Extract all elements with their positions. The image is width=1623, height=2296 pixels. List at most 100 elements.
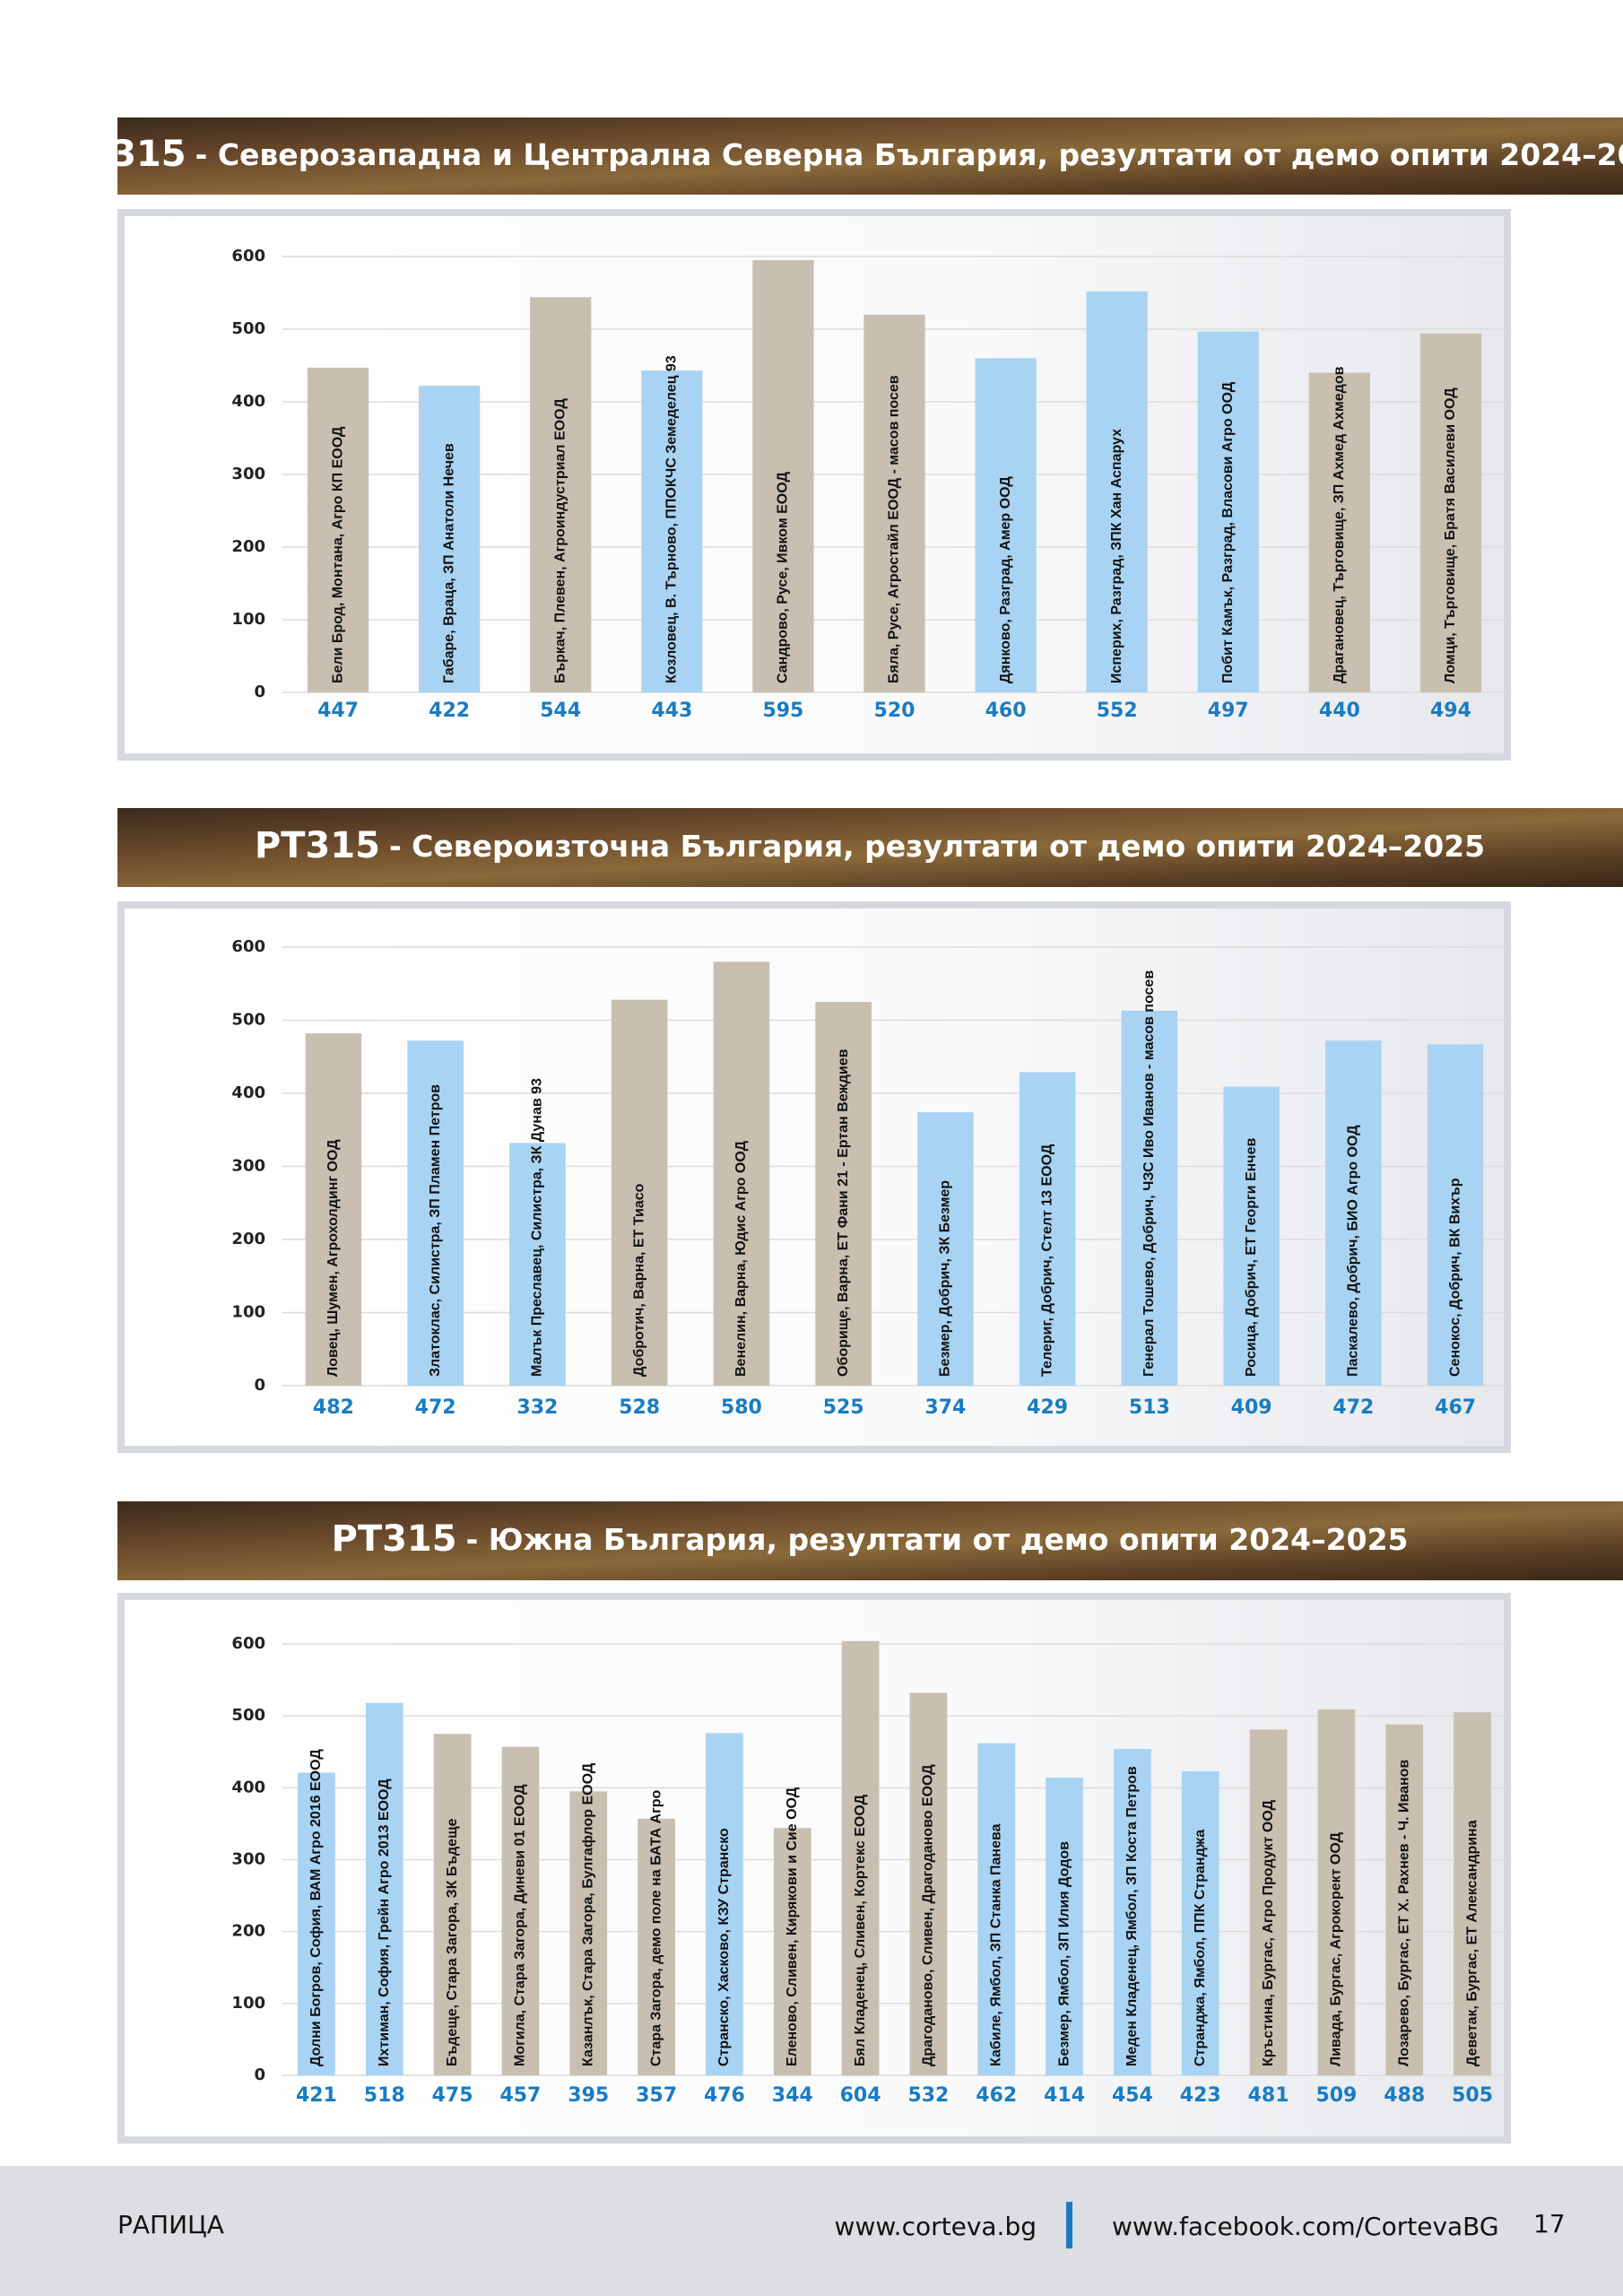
bar <box>773 1828 812 2075</box>
bar <box>1181 1770 1219 2075</box>
bar <box>1019 1072 1076 1386</box>
bar <box>365 1702 404 2075</box>
value-label: 513 <box>1129 1396 1170 1419</box>
value-label: 497 <box>1208 700 1249 722</box>
chart-title: PT315 - Южна България, резултати от демо … <box>332 1518 1409 1560</box>
bar-category-label: Побит Камък, Разград, Власови Агро ООД <box>1220 381 1236 683</box>
bar-category-label: Безмер, Добрич, ЗК Безмер <box>938 1180 953 1377</box>
y-tick-label: 200 <box>231 1230 265 1248</box>
title-banner <box>117 808 1623 887</box>
value-label: 520 <box>874 700 916 722</box>
bar-category-label: Малък Преславец, Силистра, ЗК Дунав 93 <box>530 1078 545 1377</box>
bar <box>909 1692 948 2075</box>
footer-band <box>0 2166 1623 2296</box>
bar-category-label: Лозарево, Бургас, ЕТ Х. Рахнев - Ч. Иван… <box>1396 1760 1411 2066</box>
bar <box>419 386 481 692</box>
value-label: 595 <box>762 700 803 722</box>
value-label: 460 <box>985 700 1027 722</box>
title-banner <box>117 1501 1623 1580</box>
value-label: 454 <box>1112 2084 1153 2107</box>
bar <box>307 367 369 692</box>
value-label: 395 <box>568 2084 609 2107</box>
bar <box>1249 1729 1288 2075</box>
value-label: 421 <box>296 2084 337 2107</box>
bar <box>298 1772 335 2075</box>
bar-category-label: Росица, Добрич, ЕТ Георги Енчев <box>1244 1138 1259 1377</box>
y-tick-label: 100 <box>231 1994 265 2013</box>
y-tick-label: 0 <box>254 1376 265 1395</box>
value-label: 472 <box>1332 1396 1374 1419</box>
bar-category-label: Еленово, Сливен, Кирякови и Сие ООД <box>785 1787 800 2066</box>
bar-category-label: Телериг, Добрич, Стелт 13 ЕООД <box>1039 1144 1055 1377</box>
bar <box>1317 1709 1356 2075</box>
bar <box>917 1112 974 1386</box>
bar <box>713 961 770 1386</box>
bar-category-label: Исперих, Разград, ЗПК Хан Аспарух <box>1109 429 1124 683</box>
bar <box>706 1733 743 2075</box>
value-label: 472 <box>415 1396 456 1419</box>
bar-category-label: Странджа, Ямбол, ППК Странджа <box>1193 1830 1208 2066</box>
footer-website[interactable]: www.corteva.bg <box>835 2212 1037 2241</box>
y-tick-label: 0 <box>254 2066 265 2084</box>
bar <box>569 1791 608 2075</box>
bar-category-label: Добротич, Варна, ЕТ Тиасо <box>631 1183 647 1377</box>
bar <box>1086 291 1148 692</box>
chart-title: PT315- Северозападна и Централна Северна… <box>61 134 1623 175</box>
bar <box>752 260 814 692</box>
bar <box>975 358 1037 692</box>
bar-category-label: Могила, Стара Загора, Диневи 01 ЕООД <box>513 1784 528 2066</box>
y-tick-label: 500 <box>231 1011 265 1030</box>
bar <box>1114 1749 1151 2075</box>
y-tick-label: 200 <box>231 537 265 556</box>
y-tick-label: 200 <box>231 1922 265 1941</box>
bar-category-label: Венелин, Варна, Юдис Агро ООД <box>733 1140 749 1377</box>
bar-category-label: Ломци, Търговище, Братя Василеви ООД <box>1443 387 1458 683</box>
value-label: 409 <box>1231 1396 1272 1419</box>
bar-category-label: Дянково, Разград, Амер ООД <box>998 476 1013 683</box>
bar-category-label: Меден Кладенец, Ямбол, ЗП Коста Петров <box>1124 1766 1140 2066</box>
title-text: - Южна България, резултати от демо опити… <box>466 1522 1409 1557</box>
bar <box>611 999 668 1386</box>
bar <box>638 1818 675 2075</box>
footer-section: РАПИЦА <box>117 2210 224 2239</box>
title-brand: PT315 <box>61 134 187 175</box>
y-tick-label: 500 <box>231 1706 265 1725</box>
bar <box>530 297 592 692</box>
bar-category-label: Сенокос, Добрич, ВК Вихър <box>1447 1178 1462 1377</box>
bar <box>1385 1724 1424 2075</box>
bar <box>841 1640 880 2075</box>
value-label: 544 <box>540 700 581 722</box>
bar-category-label: Бял Кладенец, Сливен, Кортекс ЕООД <box>853 1794 868 2066</box>
value-label: 518 <box>364 2084 405 2107</box>
value-label: 488 <box>1384 2084 1425 2107</box>
y-tick-label: 600 <box>231 247 265 265</box>
value-label: 457 <box>499 2084 541 2107</box>
bar-category-label: Долни Богров, София, ВАМ Агро 2016 ЕООД <box>308 1749 324 2066</box>
bar-category-label: Бъркач, Плевен, Агроиндустриал ЕООД <box>552 398 568 683</box>
value-label: 429 <box>1027 1396 1068 1419</box>
bar-category-label: Ловец, Шумен, Агрохолдинг ООД <box>325 1139 341 1377</box>
bar <box>641 370 703 692</box>
page-number: 17 <box>1533 2209 1566 2239</box>
y-tick-label: 100 <box>231 1303 265 1322</box>
bar <box>1325 1040 1382 1386</box>
value-label: 440 <box>1319 700 1360 722</box>
bar <box>1308 372 1370 692</box>
bar-category-label: Кръстина, Бургас, Агро Продукт ООД <box>1261 1799 1276 2066</box>
bar <box>509 1143 566 1386</box>
footer-facebook[interactable]: www.facebook.com/CortevaBG <box>1112 2212 1499 2241</box>
value-label: 482 <box>313 1396 354 1419</box>
y-tick-label: 600 <box>231 937 265 956</box>
bar <box>864 314 925 692</box>
value-label: 467 <box>1435 1396 1476 1419</box>
bar-category-label: Оборище, Варна, ЕТ Фани 21 - Ертан Вежди… <box>836 1048 851 1377</box>
bar-category-label: Златоклас, Силистра, ЗП Пламен Петров <box>428 1084 443 1377</box>
y-tick-label: 600 <box>231 1634 265 1653</box>
value-label: 332 <box>516 1396 558 1419</box>
bar-category-label: Ихтиман, София, Грейн Агро 2013 ЕООД <box>377 1779 392 2066</box>
y-tick-label: 400 <box>231 1083 265 1102</box>
bar-category-label: Ливада, Бургас, Агрокорект ООД <box>1329 1831 1344 2066</box>
title-text: - Северозападна и Централна Северна Бълг… <box>195 137 1623 172</box>
